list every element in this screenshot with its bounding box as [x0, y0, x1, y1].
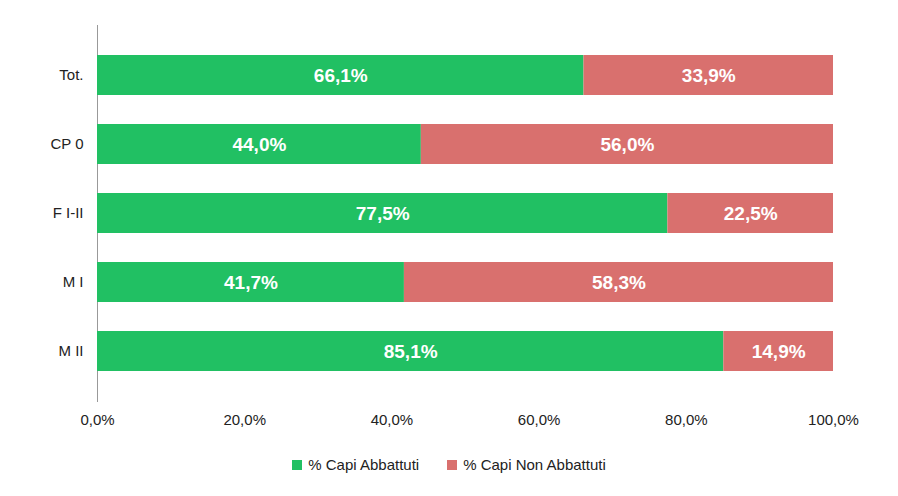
svg-text:66,1%: 66,1%: [314, 65, 368, 86]
svg-text:20,0%: 20,0%: [223, 411, 266, 428]
svg-text:M II: M II: [59, 342, 84, 359]
svg-text:41,7%: 41,7%: [224, 272, 278, 293]
svg-text:56,0%: 56,0%: [600, 134, 654, 155]
svg-text:M I: M I: [63, 273, 84, 290]
svg-text:60,0%: 60,0%: [518, 411, 561, 428]
svg-text:58,3%: 58,3%: [592, 272, 646, 293]
html-text:% Capi Abbattuti: % Capi Abbattuti: [308, 456, 420, 473]
svg-text:22,5%: 22,5%: [724, 203, 778, 224]
svg-text:40,0%: 40,0%: [371, 411, 414, 428]
html-text:% Capi Non Abbattuti: % Capi Non Abbattuti: [463, 456, 606, 473]
svg-text:14,9%: 14,9%: [752, 341, 806, 362]
svg-text:33,9%: 33,9%: [682, 65, 736, 86]
svg-text:0,0%: 0,0%: [80, 411, 114, 428]
svg-text:F I-II: F I-II: [53, 204, 84, 221]
svg-text:44,0%: 44,0%: [232, 134, 286, 155]
svg-text:85,1%: 85,1%: [384, 341, 438, 362]
svg-text:100,0%: 100,0%: [808, 411, 859, 428]
svg-text:80,0%: 80,0%: [665, 411, 708, 428]
svg-text:77,5%: 77,5%: [356, 203, 410, 224]
svg-text:Tot.: Tot.: [59, 66, 83, 83]
svg-text:CP 0: CP 0: [50, 135, 83, 152]
